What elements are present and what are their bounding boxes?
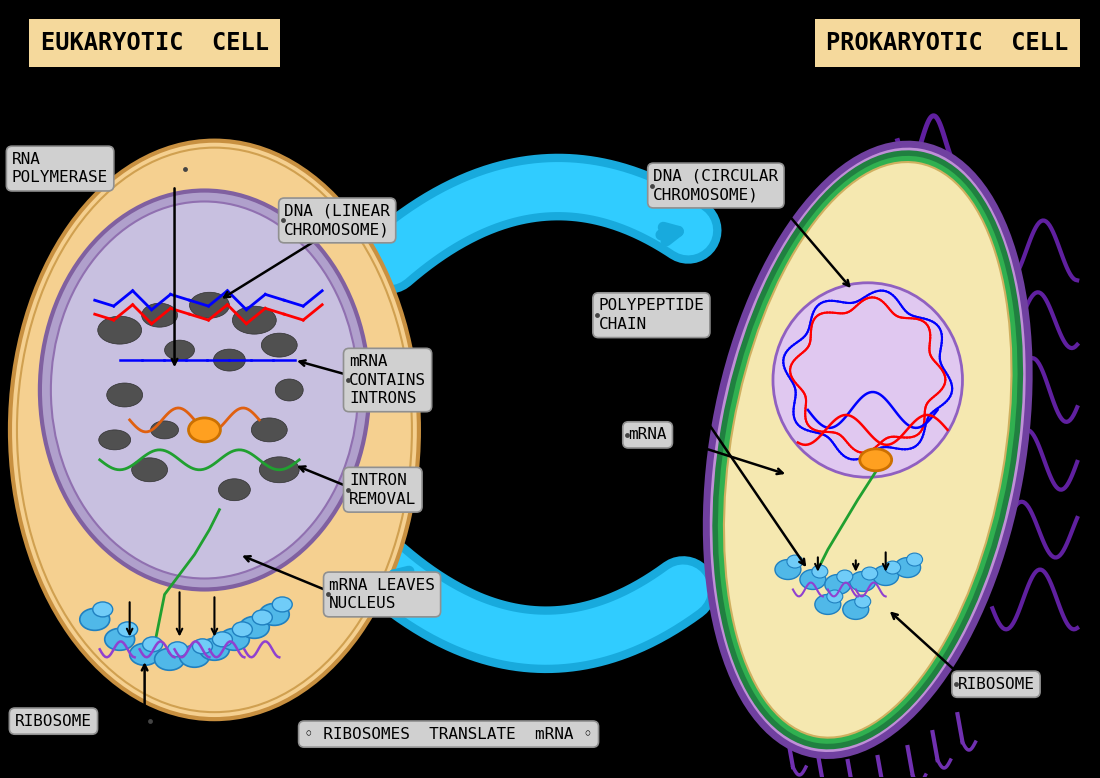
Ellipse shape bbox=[155, 648, 185, 671]
Ellipse shape bbox=[192, 639, 212, 654]
Ellipse shape bbox=[199, 638, 230, 661]
Text: RIBOSOME: RIBOSOME bbox=[15, 713, 92, 729]
Ellipse shape bbox=[815, 594, 840, 615]
Ellipse shape bbox=[151, 421, 178, 439]
Ellipse shape bbox=[16, 148, 411, 712]
Ellipse shape bbox=[850, 572, 876, 591]
Text: DNA (LINEAR
CHROMOSOME): DNA (LINEAR CHROMOSOME) bbox=[284, 204, 390, 237]
Text: mRNA
CONTAINS
INTRONS: mRNA CONTAINS INTRONS bbox=[349, 354, 426, 406]
Ellipse shape bbox=[98, 316, 142, 344]
Ellipse shape bbox=[894, 558, 921, 577]
Ellipse shape bbox=[855, 595, 871, 608]
Ellipse shape bbox=[213, 349, 245, 371]
Ellipse shape bbox=[715, 153, 1021, 747]
Text: RNA
POLYMERASE: RNA POLYMERASE bbox=[12, 152, 108, 185]
Ellipse shape bbox=[262, 333, 297, 357]
Ellipse shape bbox=[118, 622, 138, 637]
Ellipse shape bbox=[189, 293, 230, 318]
Text: mRNA: mRNA bbox=[628, 427, 667, 443]
Ellipse shape bbox=[252, 610, 273, 625]
Ellipse shape bbox=[165, 340, 195, 360]
Ellipse shape bbox=[179, 645, 209, 668]
Ellipse shape bbox=[251, 418, 287, 442]
Ellipse shape bbox=[812, 565, 828, 578]
Ellipse shape bbox=[861, 567, 878, 580]
Ellipse shape bbox=[142, 303, 177, 328]
Ellipse shape bbox=[837, 570, 852, 583]
Ellipse shape bbox=[132, 457, 167, 482]
Text: EUKARYOTIC  CELL: EUKARYOTIC CELL bbox=[41, 31, 268, 55]
Ellipse shape bbox=[167, 642, 187, 657]
Ellipse shape bbox=[240, 616, 270, 638]
Ellipse shape bbox=[51, 202, 359, 579]
Text: POLYPEPTIDE
CHAIN: POLYPEPTIDE CHAIN bbox=[598, 299, 704, 332]
Ellipse shape bbox=[275, 379, 304, 401]
Ellipse shape bbox=[10, 141, 419, 719]
Ellipse shape bbox=[80, 608, 110, 630]
Ellipse shape bbox=[40, 191, 368, 590]
Ellipse shape bbox=[827, 590, 843, 603]
Ellipse shape bbox=[232, 307, 276, 334]
Ellipse shape bbox=[706, 144, 1030, 755]
Ellipse shape bbox=[786, 555, 803, 568]
Text: ◦ RIBOSOMES  TRANSLATE  mRNA ◦: ◦ RIBOSOMES TRANSLATE mRNA ◦ bbox=[305, 727, 593, 741]
Ellipse shape bbox=[107, 383, 143, 407]
Ellipse shape bbox=[273, 597, 293, 612]
Ellipse shape bbox=[260, 604, 289, 626]
Ellipse shape bbox=[773, 282, 962, 477]
Text: mRNA LEAVES
NUCLEUS: mRNA LEAVES NUCLEUS bbox=[329, 577, 434, 612]
Ellipse shape bbox=[188, 418, 220, 442]
Ellipse shape bbox=[232, 622, 252, 637]
Ellipse shape bbox=[92, 602, 112, 617]
Text: INTRON
REMOVAL: INTRON REMOVAL bbox=[349, 473, 417, 506]
Ellipse shape bbox=[884, 561, 901, 574]
Text: PROKARYOTIC  CELL: PROKARYOTIC CELL bbox=[826, 31, 1068, 55]
Ellipse shape bbox=[260, 457, 299, 483]
Ellipse shape bbox=[219, 629, 250, 650]
Text: RIBOSOME: RIBOSOME bbox=[957, 677, 1034, 692]
Ellipse shape bbox=[104, 629, 134, 650]
Ellipse shape bbox=[130, 643, 159, 665]
Ellipse shape bbox=[219, 478, 251, 501]
Ellipse shape bbox=[143, 637, 163, 652]
Text: DNA (CIRCULAR
CHROMOSOME): DNA (CIRCULAR CHROMOSOME) bbox=[653, 169, 779, 202]
Ellipse shape bbox=[776, 559, 801, 580]
Ellipse shape bbox=[843, 599, 869, 619]
Ellipse shape bbox=[212, 632, 232, 647]
Ellipse shape bbox=[724, 162, 1012, 738]
Ellipse shape bbox=[825, 574, 850, 594]
Ellipse shape bbox=[872, 566, 899, 586]
Ellipse shape bbox=[860, 449, 892, 471]
Ellipse shape bbox=[800, 569, 826, 590]
Ellipse shape bbox=[99, 430, 131, 450]
Ellipse shape bbox=[906, 553, 923, 566]
